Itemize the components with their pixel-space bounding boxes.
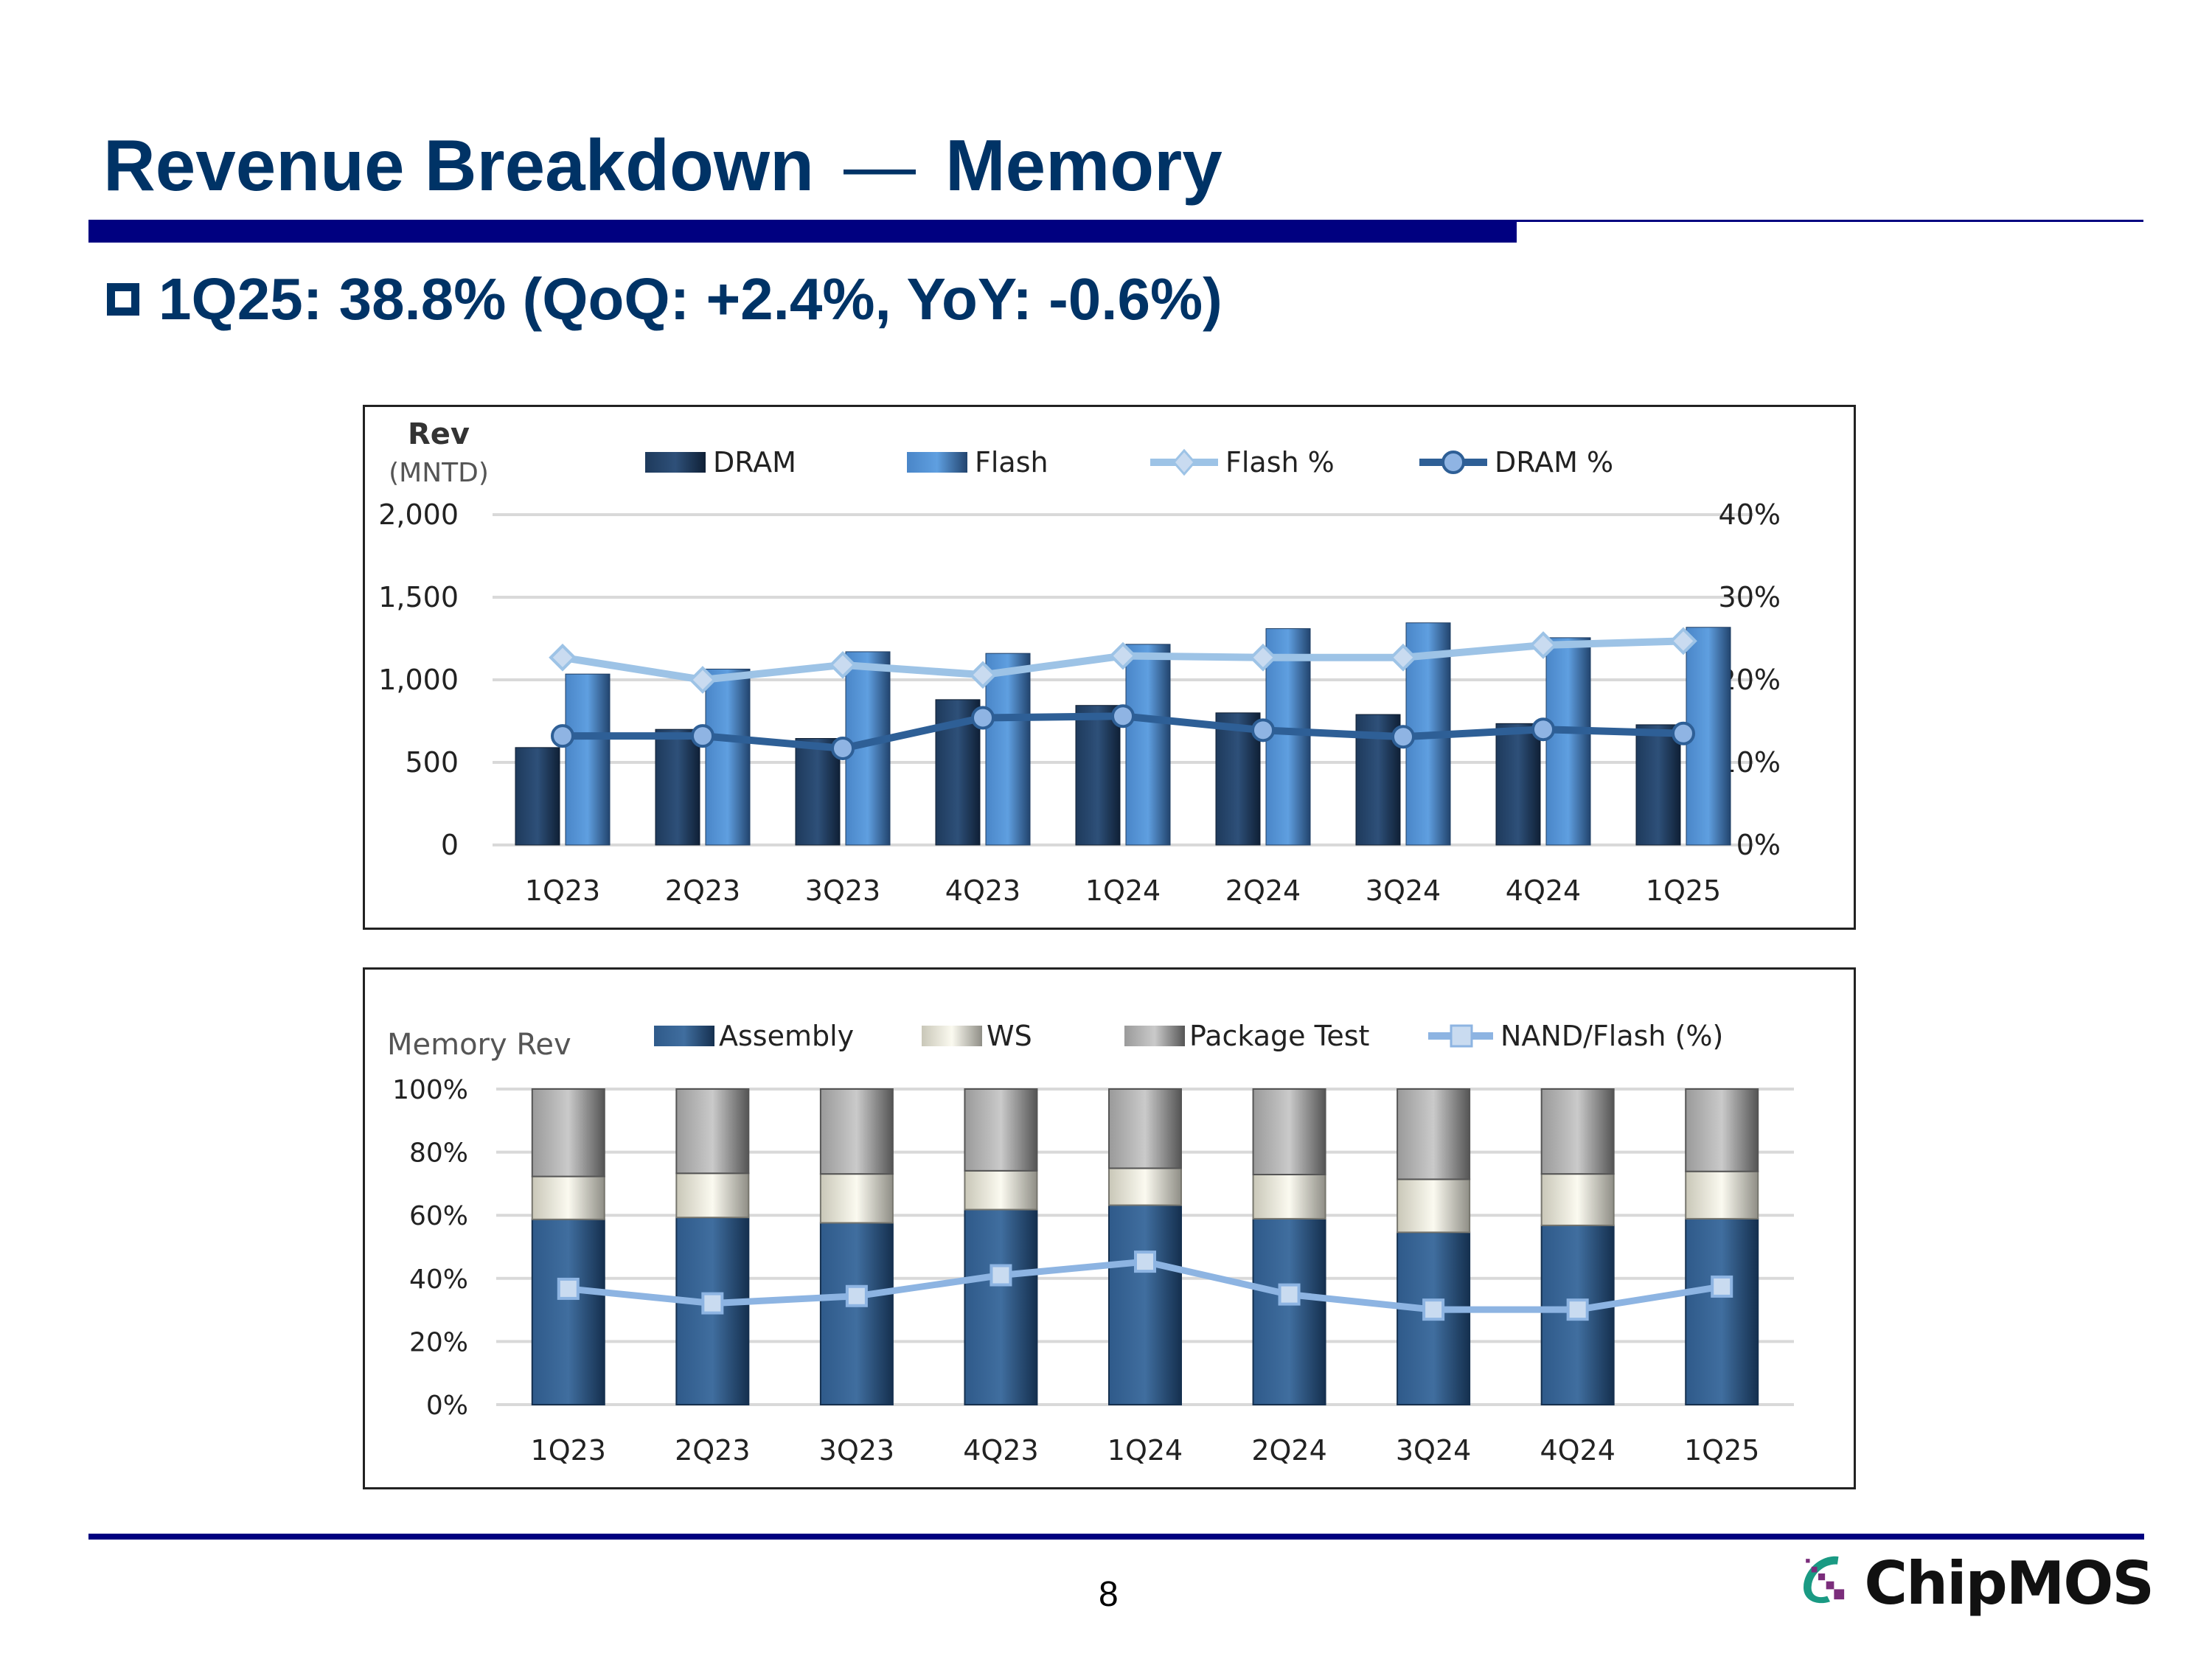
svg-text:4Q24: 4Q24 [1506, 874, 1581, 907]
y-axis-title: Rev [408, 417, 470, 451]
flash-bar [705, 668, 751, 846]
summary-bullet: 1Q25: 38.8% (QoQ: +2.4%, YoY: -0.6%) [107, 265, 1222, 333]
dram-bar [655, 728, 700, 846]
svg-text:Memory Rev: Memory Rev [387, 1028, 571, 1062]
svg-text:60%: 60% [409, 1201, 468, 1231]
svg-text:3Q23: 3Q23 [819, 1434, 894, 1467]
dram-bar [795, 738, 841, 846]
svg-text:4Q24: 4Q24 [1540, 1434, 1615, 1467]
checkbox-bullet-icon [107, 283, 139, 316]
svg-text:2Q24: 2Q24 [1225, 874, 1301, 907]
chipmos-logo-icon [1804, 1556, 1845, 1604]
chipmos-logo: ChipMOS [1799, 1543, 2154, 1624]
flash-bar [985, 653, 1031, 846]
svg-text:1Q24: 1Q24 [1107, 1434, 1183, 1467]
svg-text:2Q24: 2Q24 [1251, 1434, 1326, 1467]
svg-text:0: 0 [441, 829, 459, 861]
svg-text:1Q25: 1Q25 [1646, 874, 1721, 907]
svg-text:80%: 80% [409, 1138, 468, 1169]
svg-text:3Q24: 3Q24 [1396, 1434, 1471, 1467]
revenue-chart: Rev (MNTD) 0 0% 500 10% 1,000 20% 1,500 30% 2,000 4… [363, 405, 1856, 930]
svg-text:WS: WS [987, 1020, 1032, 1052]
dram-bar [515, 747, 560, 846]
memory-mix-chart: Memory Rev 0% 20% 40% 60% 80% 100% 1Q23 2Q23 3Q23… [363, 967, 1856, 1489]
flash-bar [1125, 644, 1171, 846]
svg-text:DRAM: DRAM [713, 446, 796, 479]
svg-text:1Q24: 1Q24 [1085, 874, 1161, 907]
summary-text: 1Q25: 38.8% (QoQ: +2.4%, YoY: -0.6%) [159, 266, 1222, 332]
svg-text:Flash %: Flash % [1225, 446, 1335, 479]
title-main: Revenue Breakdown [103, 125, 814, 206]
svg-text:3Q23: 3Q23 [805, 874, 880, 907]
svg-text:1Q23: 1Q23 [531, 1434, 606, 1467]
dram-bar [1075, 705, 1121, 846]
page-title: Revenue Breakdown — Memory [103, 124, 1222, 207]
svg-text:0%: 0% [1736, 829, 1781, 861]
footer-divider [88, 1534, 2144, 1540]
revenue-chart-plot: Rev(MNTD)0 0%500 10%1,000 20%1,500 30%2,000 4… [378, 417, 1781, 907]
svg-text:40%: 40% [409, 1265, 468, 1295]
svg-text:Package Test: Package Test [1189, 1020, 1369, 1052]
svg-text:1,500: 1,500 [378, 581, 459, 613]
svg-text:2Q23: 2Q23 [675, 1434, 750, 1467]
svg-text:(MNTD): (MNTD) [389, 458, 489, 488]
dram-bar [1635, 724, 1681, 846]
svg-text:20%: 20% [409, 1327, 468, 1357]
svg-text:500: 500 [405, 746, 459, 779]
svg-text:DRAM %: DRAM % [1495, 446, 1613, 479]
title-underline-thick [88, 220, 1517, 243]
svg-text:40%: 40% [1719, 498, 1781, 531]
title-topic: Memory [945, 125, 1222, 206]
dram-bar [1495, 723, 1541, 846]
svg-text:Flash: Flash [975, 446, 1048, 479]
title-dash: — [843, 125, 916, 206]
svg-text:Assembly: Assembly [719, 1020, 854, 1052]
svg-text:100%: 100% [392, 1075, 468, 1105]
logo-wordmark: ChipMOS [1864, 1548, 2154, 1618]
svg-text:2Q23: 2Q23 [665, 874, 740, 907]
title-underline-thin [1517, 220, 2143, 222]
memory-mix-chart-plot: Memory Rev 0% 20% 40% 60% 80% 100% 1Q23 2Q23 3Q23… [387, 1020, 1794, 1467]
svg-text:1Q25: 1Q25 [1684, 1434, 1759, 1467]
svg-text:1Q23: 1Q23 [525, 874, 600, 907]
page-number: 8 [1099, 1575, 1119, 1614]
svg-text:4Q23: 4Q23 [945, 874, 1020, 907]
svg-text:3Q24: 3Q24 [1366, 874, 1441, 907]
svg-text:2,000: 2,000 [378, 498, 459, 531]
flash-bar [565, 673, 611, 846]
flash-bar [1265, 628, 1311, 846]
svg-text:NAND/Flash (%): NAND/Flash (%) [1500, 1020, 1723, 1052]
svg-text:0%: 0% [426, 1391, 468, 1421]
svg-text:30%: 30% [1719, 581, 1781, 613]
svg-text:1,000: 1,000 [378, 664, 459, 696]
flash-bar [1545, 637, 1591, 846]
svg-text:4Q23: 4Q23 [963, 1434, 1038, 1467]
